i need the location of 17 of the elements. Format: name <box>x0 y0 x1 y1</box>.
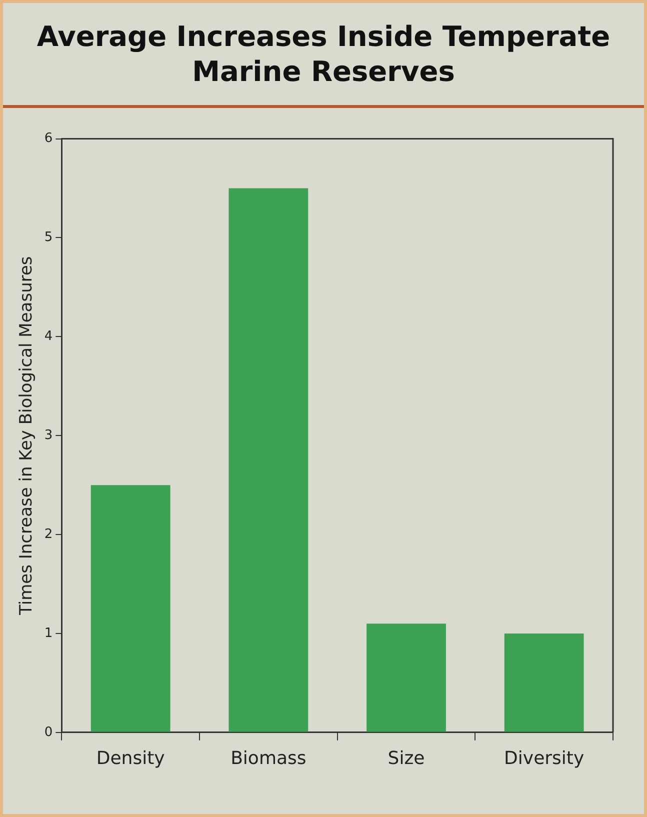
x-tick-label: Diversity <box>504 748 584 769</box>
y-tick-label: 0 <box>44 724 53 740</box>
chart-title: Average Increases Inside Temperate Marine Reserves <box>3 3 644 108</box>
bar <box>90 485 170 732</box>
bar <box>504 633 584 732</box>
y-tick-label: 5 <box>44 230 53 246</box>
y-tick-label: 4 <box>44 329 53 344</box>
y-tick-label: 1 <box>44 626 53 641</box>
x-tick-label: Density <box>96 748 166 769</box>
bar <box>366 624 446 732</box>
y-tick-label: 3 <box>44 428 53 443</box>
y-tick-label: 2 <box>44 526 53 542</box>
y-axis-title: Times Increase in Key Biological Measures <box>16 256 37 616</box>
x-tick-label: Biomass <box>230 748 306 769</box>
bar <box>228 188 308 732</box>
y-tick-label: 6 <box>44 131 53 146</box>
x-tick-label: Size <box>388 748 425 769</box>
